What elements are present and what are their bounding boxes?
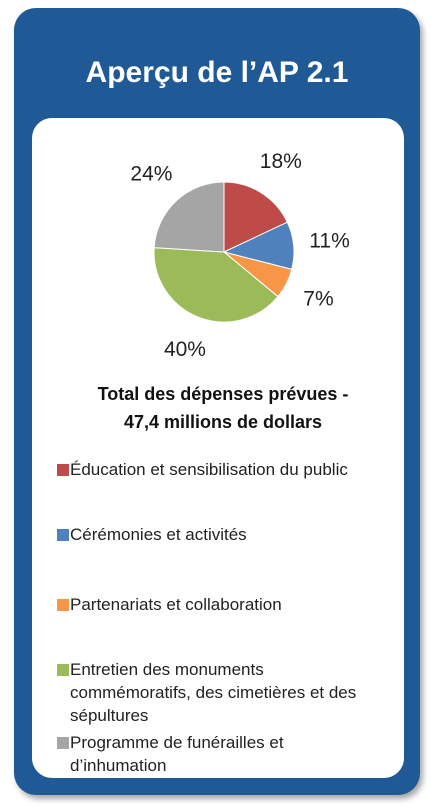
legend-swatch bbox=[57, 464, 69, 476]
legend-swatch bbox=[57, 737, 69, 749]
legend-label: Entretien des monuments commémoratifs, d… bbox=[70, 660, 357, 725]
legend-label: Programme de funérailles et d’inhumation bbox=[70, 733, 284, 775]
subtitle: Total des dépenses prévues - 47,4 millio… bbox=[97, 384, 349, 432]
title: Aperçu de l’AP 2.1 bbox=[85, 56, 349, 89]
pie-slice bbox=[153, 247, 279, 323]
slice-label: 18% bbox=[260, 150, 302, 173]
pie-chart: 18% 11% 7% 40% 24% bbox=[130, 150, 349, 361]
legend-label: Éducation et sensibilisation du public bbox=[70, 460, 348, 479]
pie-slice bbox=[153, 181, 225, 253]
slice-label: 7% bbox=[303, 288, 333, 311]
pie-slice bbox=[223, 181, 289, 253]
legend-swatch bbox=[57, 664, 69, 676]
slice-label: 24% bbox=[130, 162, 172, 185]
legend-swatch bbox=[57, 599, 69, 611]
panel: 18% 11% 7% 40% 24% Total des dépenses prévue… bbox=[32, 118, 404, 778]
slice-label: 40% bbox=[164, 338, 206, 361]
card: Aperçu de l’AP 2.1 18% 11% 7% 40% 24% Total … bbox=[14, 8, 420, 795]
slice-label: 11% bbox=[309, 230, 349, 253]
legend-label: Partenariats et collaboration bbox=[70, 595, 282, 614]
legend-swatch bbox=[57, 529, 69, 541]
legend-label: Cérémonies et activités bbox=[70, 525, 247, 544]
